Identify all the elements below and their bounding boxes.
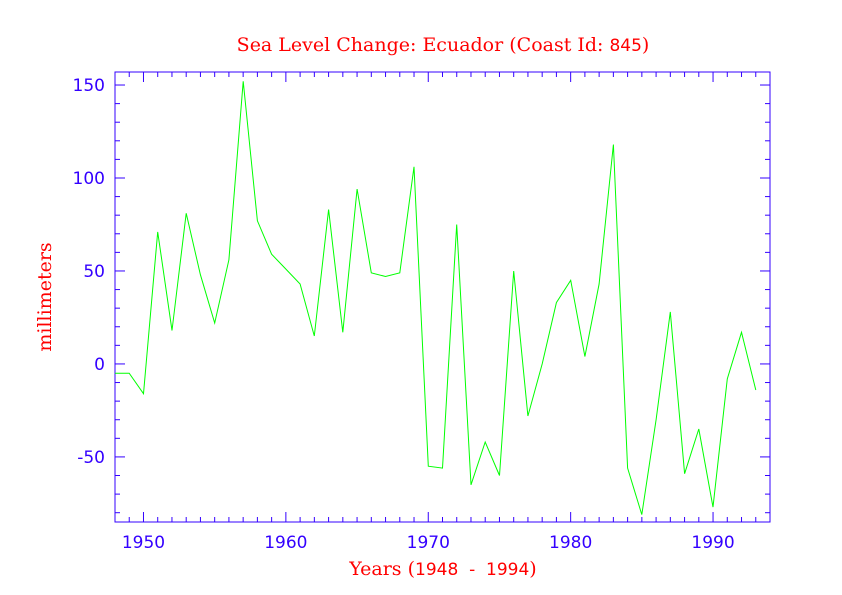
x-tick-label: 1950 (122, 533, 165, 553)
y-tick-label: 0 (94, 355, 105, 375)
axes (114, 71, 771, 523)
x-tick-label: 1960 (264, 533, 307, 553)
sea-level-series-line (115, 81, 757, 515)
series-group (115, 81, 757, 515)
y-tick-label: -50 (77, 448, 105, 468)
y-tick-label: 150 (73, 76, 105, 96)
x-tick-label: 1990 (691, 533, 734, 553)
y-tick-label: 100 (73, 169, 105, 189)
tick-labels: 1950 1960 1970 1980 1990 150 100 50 0 -50 (73, 76, 735, 553)
y-axis-label: millimeters (34, 242, 56, 351)
x-tick-label: 1970 (407, 533, 450, 553)
y-tick-label: 50 (83, 262, 105, 282)
x-axis-label: Years (1948 - 1994) (348, 558, 536, 580)
chart-title: Sea Level Change: Ecuador (Coast Id: 845) (237, 34, 650, 56)
axis-ticks (114, 72, 771, 522)
plot-frame (114, 71, 771, 523)
x-tick-label: 1980 (549, 533, 592, 553)
